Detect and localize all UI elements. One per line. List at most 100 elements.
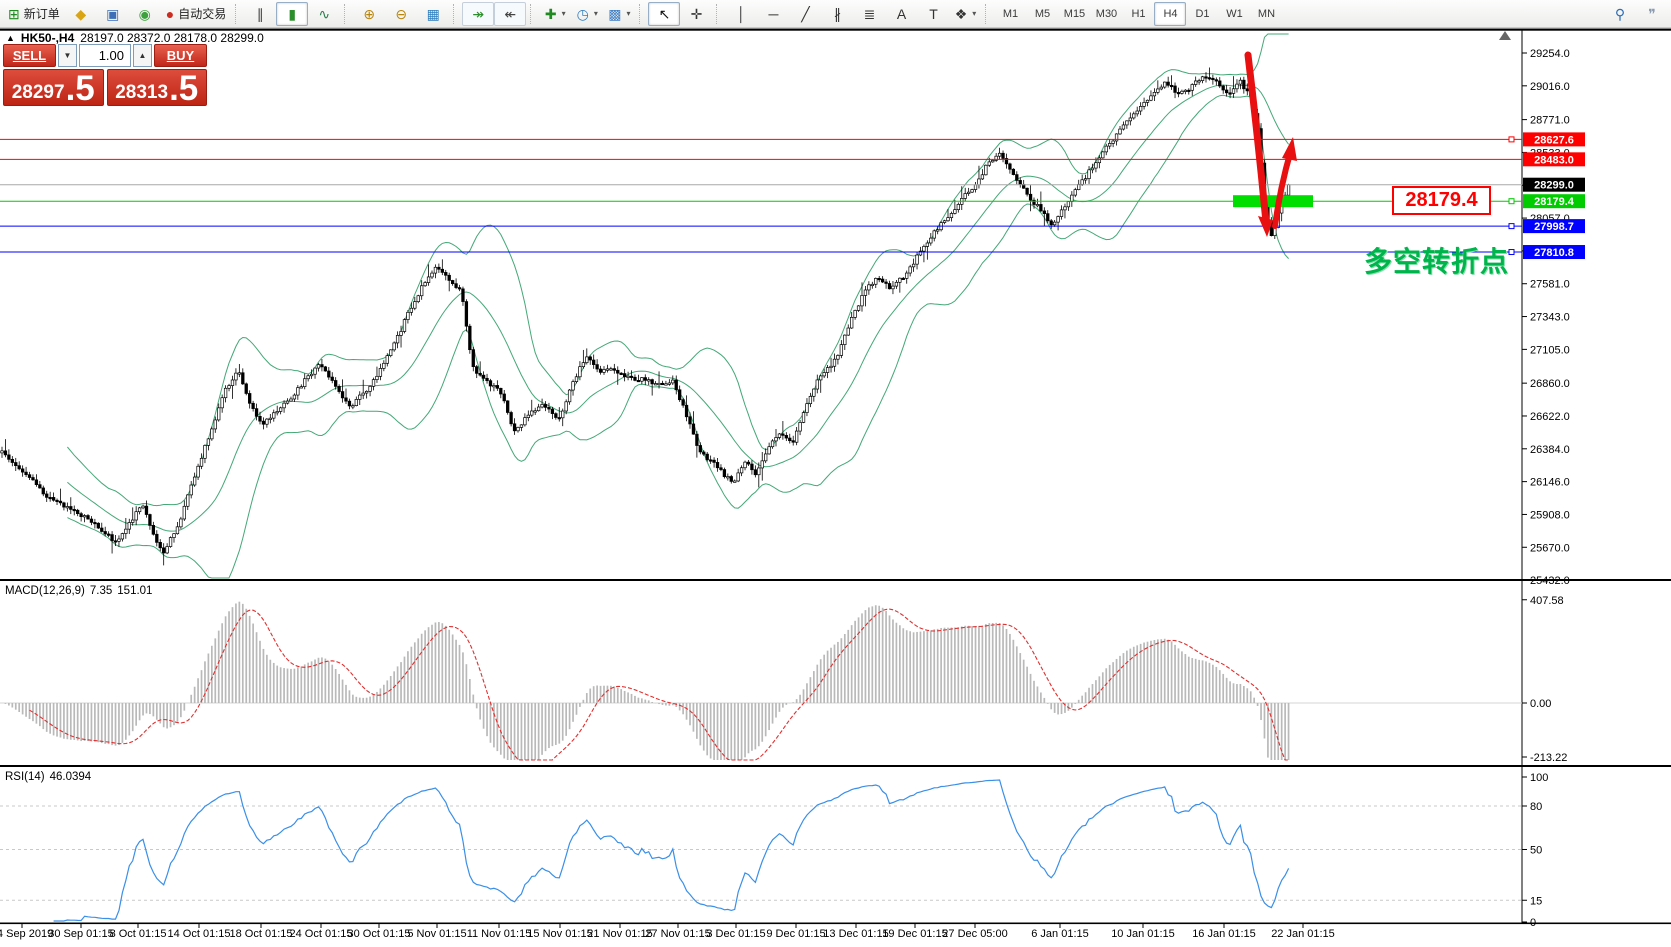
svg-text:30 Sep 01:15: 30 Sep 01:15 [48,928,113,940]
toolbar-tf-m5[interactable]: M5 [1026,2,1058,26]
toolbar-line-chart-button[interactable]: ∿ [308,2,340,26]
svg-text:15 Nov 01:15: 15 Nov 01:15 [527,928,592,940]
equidistant-channel-icon: ∦ [833,5,841,22]
symbol-name: HK50-,H4 [20,31,75,45]
toolbar-tf-h1[interactable]: H1 [1122,2,1154,26]
buy-price-big: .5 [169,69,199,109]
toolbar-separator [639,3,644,24]
toolbar-tf-d1[interactable]: D1 [1186,2,1218,26]
toolbar-auto-scroll-button[interactable]: ↠ [462,1,495,26]
toolbar-template-button[interactable]: ▩ ▾ [603,2,635,26]
volume-increase-button[interactable]: ▲ [133,44,152,67]
toolbar-tf-w1[interactable]: W1 [1218,2,1250,26]
toolbar-tf-m15[interactable]: M15 [1058,2,1090,26]
toolbar-history-center-icon[interactable]: ▣ [97,2,129,26]
svg-text:9 Dec 01:15: 9 Dec 01:15 [766,928,825,940]
svg-text:27343.0: 27343.0 [1530,312,1570,324]
gold-bar-icon-icon: ◆ [75,5,87,22]
toolbar-fibonacci-button[interactable]: ≣ [853,2,885,26]
turning-point-note[interactable]: 多空转折点 [1364,246,1510,277]
toolbar-candlestick-button[interactable]: ▮ [276,1,309,26]
toolbar-text-label-button[interactable]: T [917,2,949,26]
tf-d1-label: D1 [1195,7,1210,20]
auto-scroll-icon: ↠ [472,5,485,22]
bollinger-bands [67,33,1290,579]
svg-text:22 Jan 01:15: 22 Jan 01:15 [1271,928,1335,940]
sell-price[interactable]: 28297 .5 [3,69,104,106]
toolbar-tf-mn[interactable]: MN [1250,2,1282,26]
tick-direction-icon: ▲ [6,33,15,43]
toolbar-zoom-in-button[interactable]: ⊕ [353,2,385,26]
sell-button[interactable]: SELL [3,44,56,67]
toolbar-tile-windows-button[interactable]: ▦ [417,2,449,26]
toolbar-bar-chart-button[interactable]: ∥ [244,2,276,26]
svg-text:28483.0: 28483.0 [1534,154,1574,166]
toolbar-separator [716,3,721,24]
svg-text:26146.0: 26146.0 [1530,477,1570,489]
svg-text:27 Dec 05:00: 27 Dec 05:00 [942,928,1007,940]
candlestick-icon: ▮ [288,5,297,22]
toolbar-add-indicator-button[interactable]: ✚ ▾ [539,2,571,26]
template-icon: ▩ [608,5,622,22]
toolbar-equidistant-channel-button[interactable]: ∦ [821,2,853,26]
sell-price-big: .5 [65,69,95,109]
chat-icon-icon: ❞ [1648,5,1656,22]
toolbar-periods-button[interactable]: ◷ ▾ [571,2,603,26]
auto-trading-button-label: 自动交易 [178,7,227,21]
toolbar-gold-bar-icon[interactable]: ◆ [65,2,97,26]
toolbar-chart-shift-button[interactable]: ↞ [494,1,527,26]
toolbar-trend-line-button[interactable]: ╱ [789,2,821,26]
toolbar-arrows-button[interactable]: ❖ ▾ [949,2,981,26]
svg-text:0.00: 0.00 [1530,698,1551,710]
svg-text:25432.0: 25432.0 [1530,575,1570,587]
toolbar-horizontal-line-button[interactable]: ─ [757,2,789,26]
toolbar-separator [235,3,240,24]
horizontal-line-icon: ─ [768,5,779,22]
svg-text:5 Nov 01:15: 5 Nov 01:15 [407,928,466,940]
chevron-down-icon: ▾ [561,9,566,18]
toolbar-separator [344,3,349,24]
zoom-in-icon: ⊕ [363,5,376,22]
pane-frames [0,28,1671,925]
toolbar-new-order-button[interactable]: ⊞ 新订单 [3,2,65,26]
tf-m1-label: M1 [1002,7,1019,20]
svg-text:29016.0: 29016.0 [1530,81,1570,93]
price-annotation-box[interactable]: 28179.4 [1392,186,1491,215]
toolbar-auto-trading-button[interactable]: ● 自动交易 [161,2,231,26]
toolbar-text-button[interactable]: A [885,2,917,26]
toolbar-search-icon[interactable]: ⚲ [1604,2,1636,26]
text-label-icon: T [929,5,938,22]
toolbar-broadcast-icon[interactable]: ◉ [129,2,161,26]
toolbar-tf-m1[interactable]: M1 [994,2,1026,26]
svg-text:14 Oct 01:15: 14 Oct 01:15 [168,928,231,940]
buy-button[interactable]: BUY [154,44,207,67]
new-order-button-label: 新订单 [23,7,60,21]
toolbar-tf-h4[interactable]: H4 [1154,1,1187,26]
candlesticks [0,67,1291,566]
tf-m5-label: M5 [1034,7,1051,20]
ohlc-values: 28197.0 28372.0 28178.0 28299.0 [80,31,264,45]
chart-annotations[interactable] [1233,51,1313,237]
svg-text:16 Jan 01:15: 16 Jan 01:15 [1192,928,1256,940]
volume-decrease-button[interactable]: ▼ [58,44,77,67]
broadcast-icon-icon: ◉ [138,5,151,22]
bar-chart-icon: ∥ [256,5,264,22]
buy-price[interactable]: 28313 .5 [106,69,207,109]
svg-text:0: 0 [1530,917,1536,929]
svg-text:25670.0: 25670.0 [1530,542,1570,554]
toolbar-vertical-line-button[interactable]: │ [725,2,757,26]
svg-text:21 Nov 01:15: 21 Nov 01:15 [587,928,652,940]
symbol-header: ▲ HK50-,H4 28197.0 28372.0 28178.0 28299… [6,31,264,45]
rsi-indicator-label: RSI(14) 46.0394 [5,771,91,783]
volume-input[interactable] [79,44,131,67]
toolbar-cursor-button[interactable]: ↖ [648,1,681,26]
svg-text:3 Dec 01:15: 3 Dec 01:15 [706,928,765,940]
toolbar-crosshair-button[interactable]: ✛ [680,2,712,26]
toolbar-tf-m30[interactable]: M30 [1090,2,1122,26]
price-badges: 28627.6 28483.0 28299.0 28179.4 27998.7 27810… [1523,132,1585,260]
vertical-line-icon: │ [737,5,746,22]
toolbar-zoom-out-button[interactable]: ⊖ [385,2,417,26]
svg-text:27 Nov 01:15: 27 Nov 01:15 [645,928,710,940]
toolbar-chat-icon[interactable]: ❞ [1636,2,1668,26]
